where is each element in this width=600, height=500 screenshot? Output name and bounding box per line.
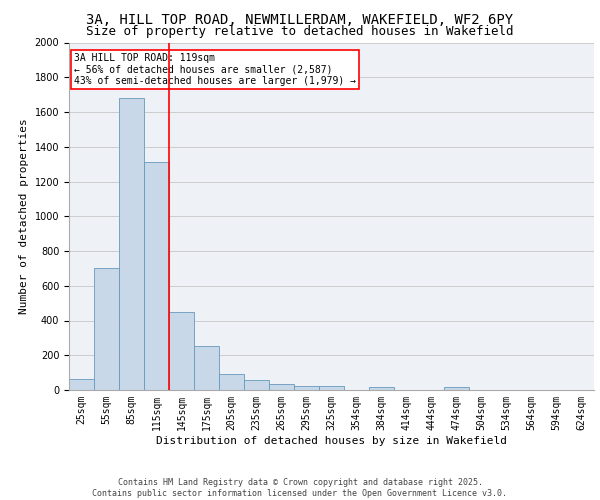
Bar [269, 384, 294, 390]
Y-axis label: Number of detached properties: Number of detached properties [19, 118, 29, 314]
Bar [94, 268, 119, 390]
Bar [444, 388, 469, 390]
Bar [319, 386, 344, 390]
Bar [294, 386, 319, 390]
Bar [244, 380, 269, 390]
Text: Size of property relative to detached houses in Wakefield: Size of property relative to detached ho… [86, 25, 514, 38]
Bar [369, 388, 394, 390]
X-axis label: Distribution of detached houses by size in Wakefield: Distribution of detached houses by size … [156, 436, 507, 446]
Text: 3A, HILL TOP ROAD, NEWMILLERDAM, WAKEFIELD, WF2 6PY: 3A, HILL TOP ROAD, NEWMILLERDAM, WAKEFIE… [86, 12, 514, 26]
Bar [69, 378, 94, 390]
Bar [169, 312, 194, 390]
Bar [144, 162, 169, 390]
Bar [219, 374, 244, 390]
Bar [194, 346, 219, 390]
Bar [119, 98, 144, 390]
Text: 3A HILL TOP ROAD: 119sqm
← 56% of detached houses are smaller (2,587)
43% of sem: 3A HILL TOP ROAD: 119sqm ← 56% of detach… [74, 53, 356, 86]
Text: Contains HM Land Registry data © Crown copyright and database right 2025.
Contai: Contains HM Land Registry data © Crown c… [92, 478, 508, 498]
